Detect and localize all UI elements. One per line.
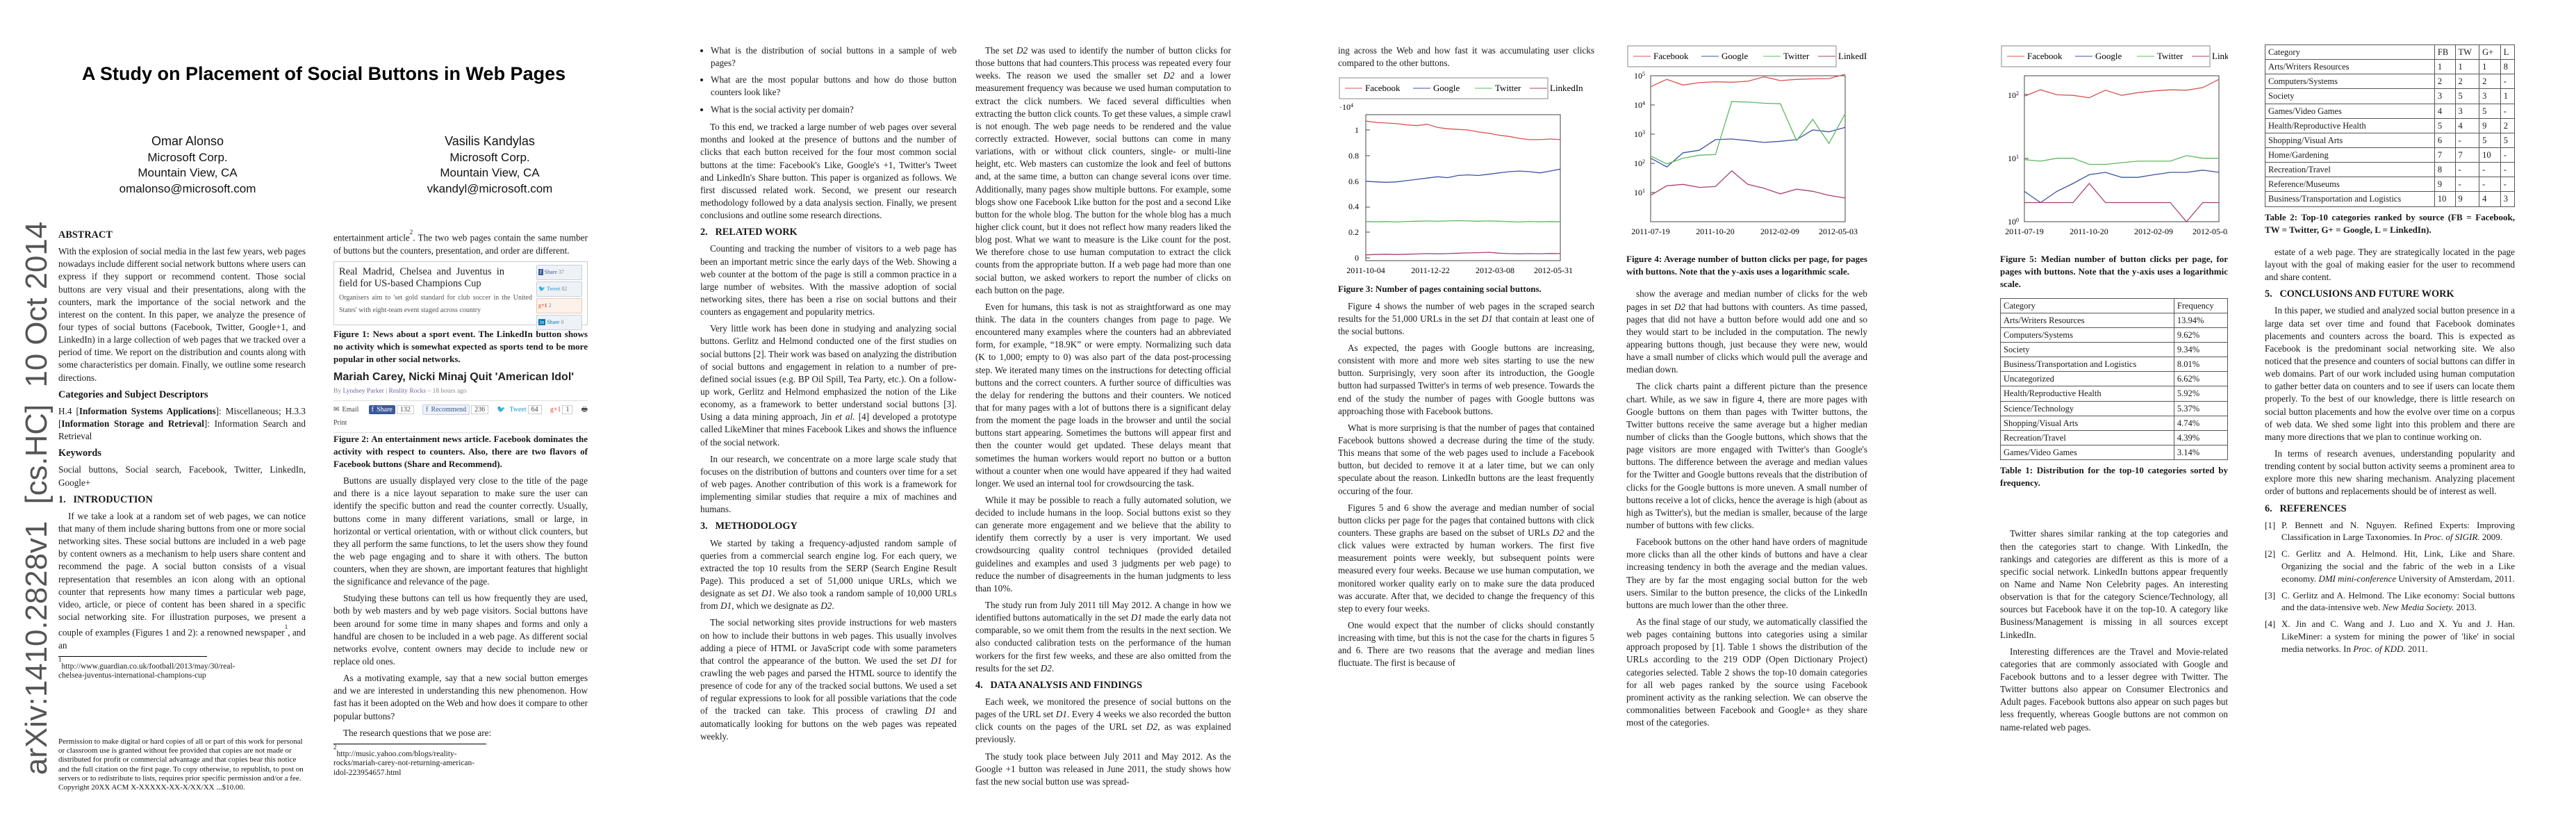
svg-text:105: 105 <box>1634 71 1645 81</box>
svg-text:101: 101 <box>1634 188 1645 198</box>
svg-text:2011-10-04: 2011-10-04 <box>1346 265 1385 275</box>
svg-text:Facebook: Facebook <box>1653 51 1689 61</box>
svg-text:LinkedIn: LinkedIn <box>1838 51 1867 61</box>
svg-text:LinkedIn: LinkedIn <box>1550 83 1583 93</box>
svg-text:2012-02-09: 2012-02-09 <box>2134 227 2173 236</box>
svg-text:2011-10-20: 2011-10-20 <box>2070 227 2108 236</box>
svg-text:100: 100 <box>2008 217 2019 227</box>
svg-text:2011-10-20: 2011-10-20 <box>1696 227 1735 236</box>
svg-text:0.6: 0.6 <box>1348 177 1359 186</box>
svg-text:LinkedIn: LinkedIn <box>2212 51 2228 61</box>
svg-text:Facebook: Facebook <box>1365 83 1401 93</box>
svg-text:0: 0 <box>1355 253 1359 263</box>
svg-text:103: 103 <box>1634 129 1645 140</box>
svg-text:2012-05-03: 2012-05-03 <box>2193 227 2228 236</box>
svg-text:102: 102 <box>2008 90 2019 101</box>
svg-text:2012-02-09: 2012-02-09 <box>1760 227 1799 236</box>
svg-text:0.2: 0.2 <box>1348 227 1359 237</box>
svg-text:104: 104 <box>1634 100 1645 111</box>
svg-text:2012-05-03: 2012-05-03 <box>1819 227 1858 236</box>
svg-text:Facebook: Facebook <box>2027 51 2063 61</box>
svg-text:2011-07-19: 2011-07-19 <box>2005 227 2044 236</box>
svg-text:Twitter: Twitter <box>2157 51 2183 61</box>
svg-text:·104: ·104 <box>1339 102 1353 113</box>
svg-text:2012-03-08: 2012-03-08 <box>1476 265 1514 275</box>
svg-text:Twitter: Twitter <box>1495 83 1521 93</box>
svg-text:Twitter: Twitter <box>1783 51 1810 61</box>
svg-text:101: 101 <box>2008 154 2019 164</box>
svg-text:2011-07-19: 2011-07-19 <box>1631 227 1670 236</box>
svg-text:102: 102 <box>1634 158 1645 169</box>
svg-text:Google: Google <box>2095 51 2122 61</box>
svg-text:2011-12-22: 2011-12-22 <box>1411 265 1450 275</box>
svg-text:2012-05-31: 2012-05-31 <box>1534 265 1573 275</box>
svg-text:0.8: 0.8 <box>1348 151 1359 161</box>
svg-text:Google: Google <box>1722 51 1749 61</box>
svg-text:1: 1 <box>1355 125 1359 135</box>
svg-text:Google: Google <box>1433 83 1460 93</box>
svg-text:0.4: 0.4 <box>1348 202 1359 211</box>
